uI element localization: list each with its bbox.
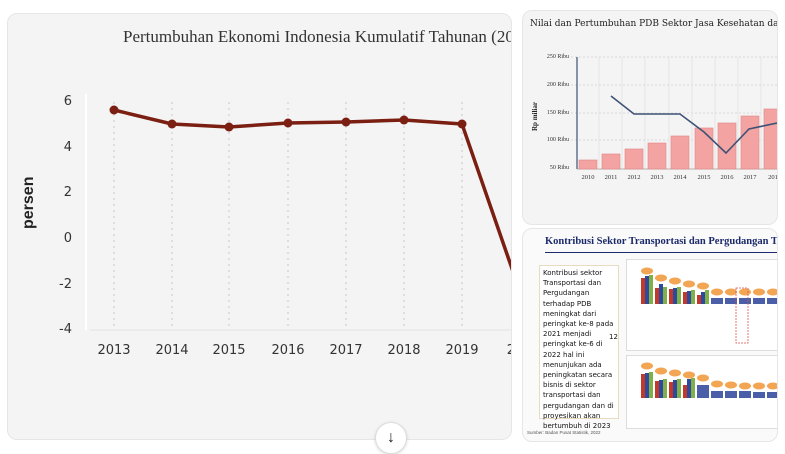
pdb-chart-title: Nilai dan Pertumbuhan PDB Sektor Jasa Ke…: [530, 19, 778, 29]
y-tick: -4: [59, 322, 72, 337]
x-tick: 2014: [673, 174, 687, 181]
mini-bar-chart-2021: [626, 259, 777, 351]
y-tick: 4: [63, 140, 72, 155]
y-tick: 250 Ribu: [546, 54, 569, 60]
y-tick: 2: [63, 185, 72, 200]
y-tick: 200 Ribu: [546, 82, 569, 88]
title-divider: [545, 252, 777, 253]
x-tick: 20: [507, 343, 511, 358]
x-tick: 2011: [604, 174, 618, 181]
x-tick: 2012: [627, 174, 641, 181]
arrow-down-icon: ↓: [387, 429, 395, 446]
mini-bar-chart-2022: [626, 355, 777, 429]
x-tick: 2016: [720, 174, 734, 181]
x-tick: 2015: [697, 174, 711, 181]
pdb-health-chart-card[interactable]: Nilai dan Pertumbuhan PDB Sektor Jasa Ke…: [522, 10, 778, 225]
y-tick: -2: [59, 277, 72, 292]
line-chart-plot: [85, 94, 511, 331]
y-tick: 0: [63, 231, 72, 246]
y-tick: 50 Ribu: [549, 165, 569, 171]
y-tick: 150 Ribu: [546, 110, 569, 116]
x-tick: 2010: [581, 174, 595, 181]
main-chart-card: Pertumbuhan Ekonomi Indonesia Kumulatif …: [7, 13, 512, 440]
x-tick: 2019: [445, 343, 479, 358]
transport-card-title: Kontribusi Sektor Transportasi dan Pergu…: [545, 236, 778, 247]
text-box: [539, 265, 619, 419]
y-tick: 6: [63, 94, 72, 109]
side-number: 12: [609, 333, 618, 341]
x-tick: 2013: [650, 174, 664, 181]
scroll-down-button[interactable]: ↓: [375, 422, 407, 454]
x-tick: 201: [768, 174, 778, 181]
transport-description: Kontribusi sektor Transportasi dan Pergu…: [543, 269, 614, 431]
x-tick: 2017: [329, 343, 363, 358]
x-tick: 2013: [97, 343, 131, 358]
x-tick: 2017: [743, 174, 757, 181]
source-note: Sumber: Badan Pusat Statistik, 2022: [527, 430, 601, 435]
x-tick: 2015: [212, 343, 246, 358]
x-tick: 2016: [271, 343, 305, 358]
x-tick: 2014: [155, 343, 189, 358]
main-chart-title: Pertumbuhan Ekonomi Indonesia Kumulatif …: [123, 27, 512, 46]
x-tick: 2018: [387, 343, 421, 358]
transport-contribution-card[interactable]: Kontribusi Sektor Transportasi dan Pergu…: [522, 228, 778, 442]
pdb-bar-line-plot: [571, 56, 777, 170]
y-tick: 100 Ribu: [546, 137, 569, 143]
